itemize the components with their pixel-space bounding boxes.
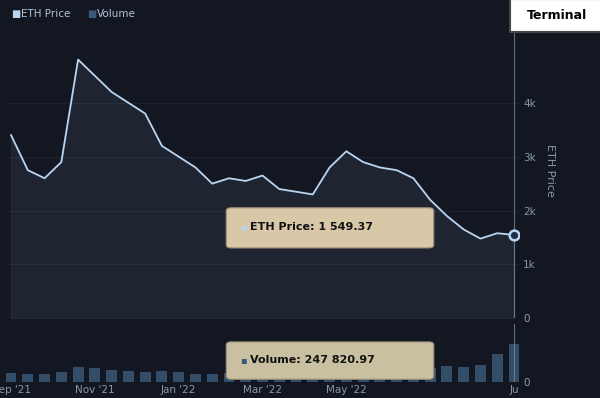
Bar [509, 344, 520, 382]
Bar [425, 368, 436, 382]
Bar [257, 373, 268, 382]
Bar [39, 375, 50, 382]
Bar [207, 375, 218, 382]
Text: Volume: 247 820.97: Volume: 247 820.97 [250, 355, 375, 365]
Text: ETH Price: ETH Price [21, 9, 70, 19]
Bar [123, 371, 134, 382]
Bar [391, 371, 402, 382]
Bar [73, 367, 83, 382]
Text: Volume: Volume [97, 9, 136, 19]
Bar [442, 366, 452, 382]
Bar [157, 371, 167, 382]
Bar [173, 372, 184, 382]
Bar [341, 370, 352, 382]
Bar [140, 372, 151, 382]
Text: Terminal: Terminal [527, 9, 587, 22]
Bar [56, 372, 67, 382]
Bar [106, 370, 117, 382]
Bar [274, 374, 285, 382]
Bar [492, 354, 503, 382]
Bar [224, 373, 235, 382]
Bar [290, 373, 301, 382]
Bar [408, 369, 419, 382]
Text: ▪: ▪ [240, 222, 247, 232]
Text: ■: ■ [11, 9, 20, 19]
Bar [307, 372, 318, 382]
Bar [458, 367, 469, 382]
Y-axis label: ETH Price: ETH Price [545, 144, 556, 197]
Bar [374, 372, 385, 382]
Text: ETH Price: 1 549.37: ETH Price: 1 549.37 [250, 222, 373, 232]
Bar [5, 373, 16, 382]
Bar [324, 371, 335, 382]
Bar [89, 369, 100, 382]
Bar [22, 374, 33, 382]
Text: ▪: ▪ [240, 355, 247, 365]
Bar [190, 374, 201, 382]
Bar [475, 365, 486, 382]
Bar [240, 372, 251, 382]
Text: ■: ■ [87, 9, 96, 19]
Bar [358, 371, 368, 382]
